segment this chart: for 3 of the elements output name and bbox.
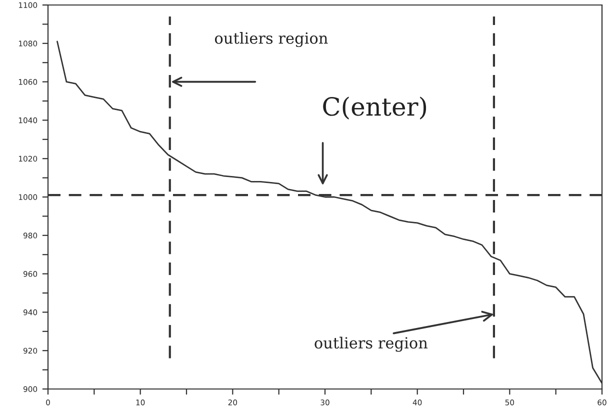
annotation: outliers region [314,336,428,352]
annotation: outliers region [214,32,328,48]
annotation: C(enter) [323,96,426,120]
